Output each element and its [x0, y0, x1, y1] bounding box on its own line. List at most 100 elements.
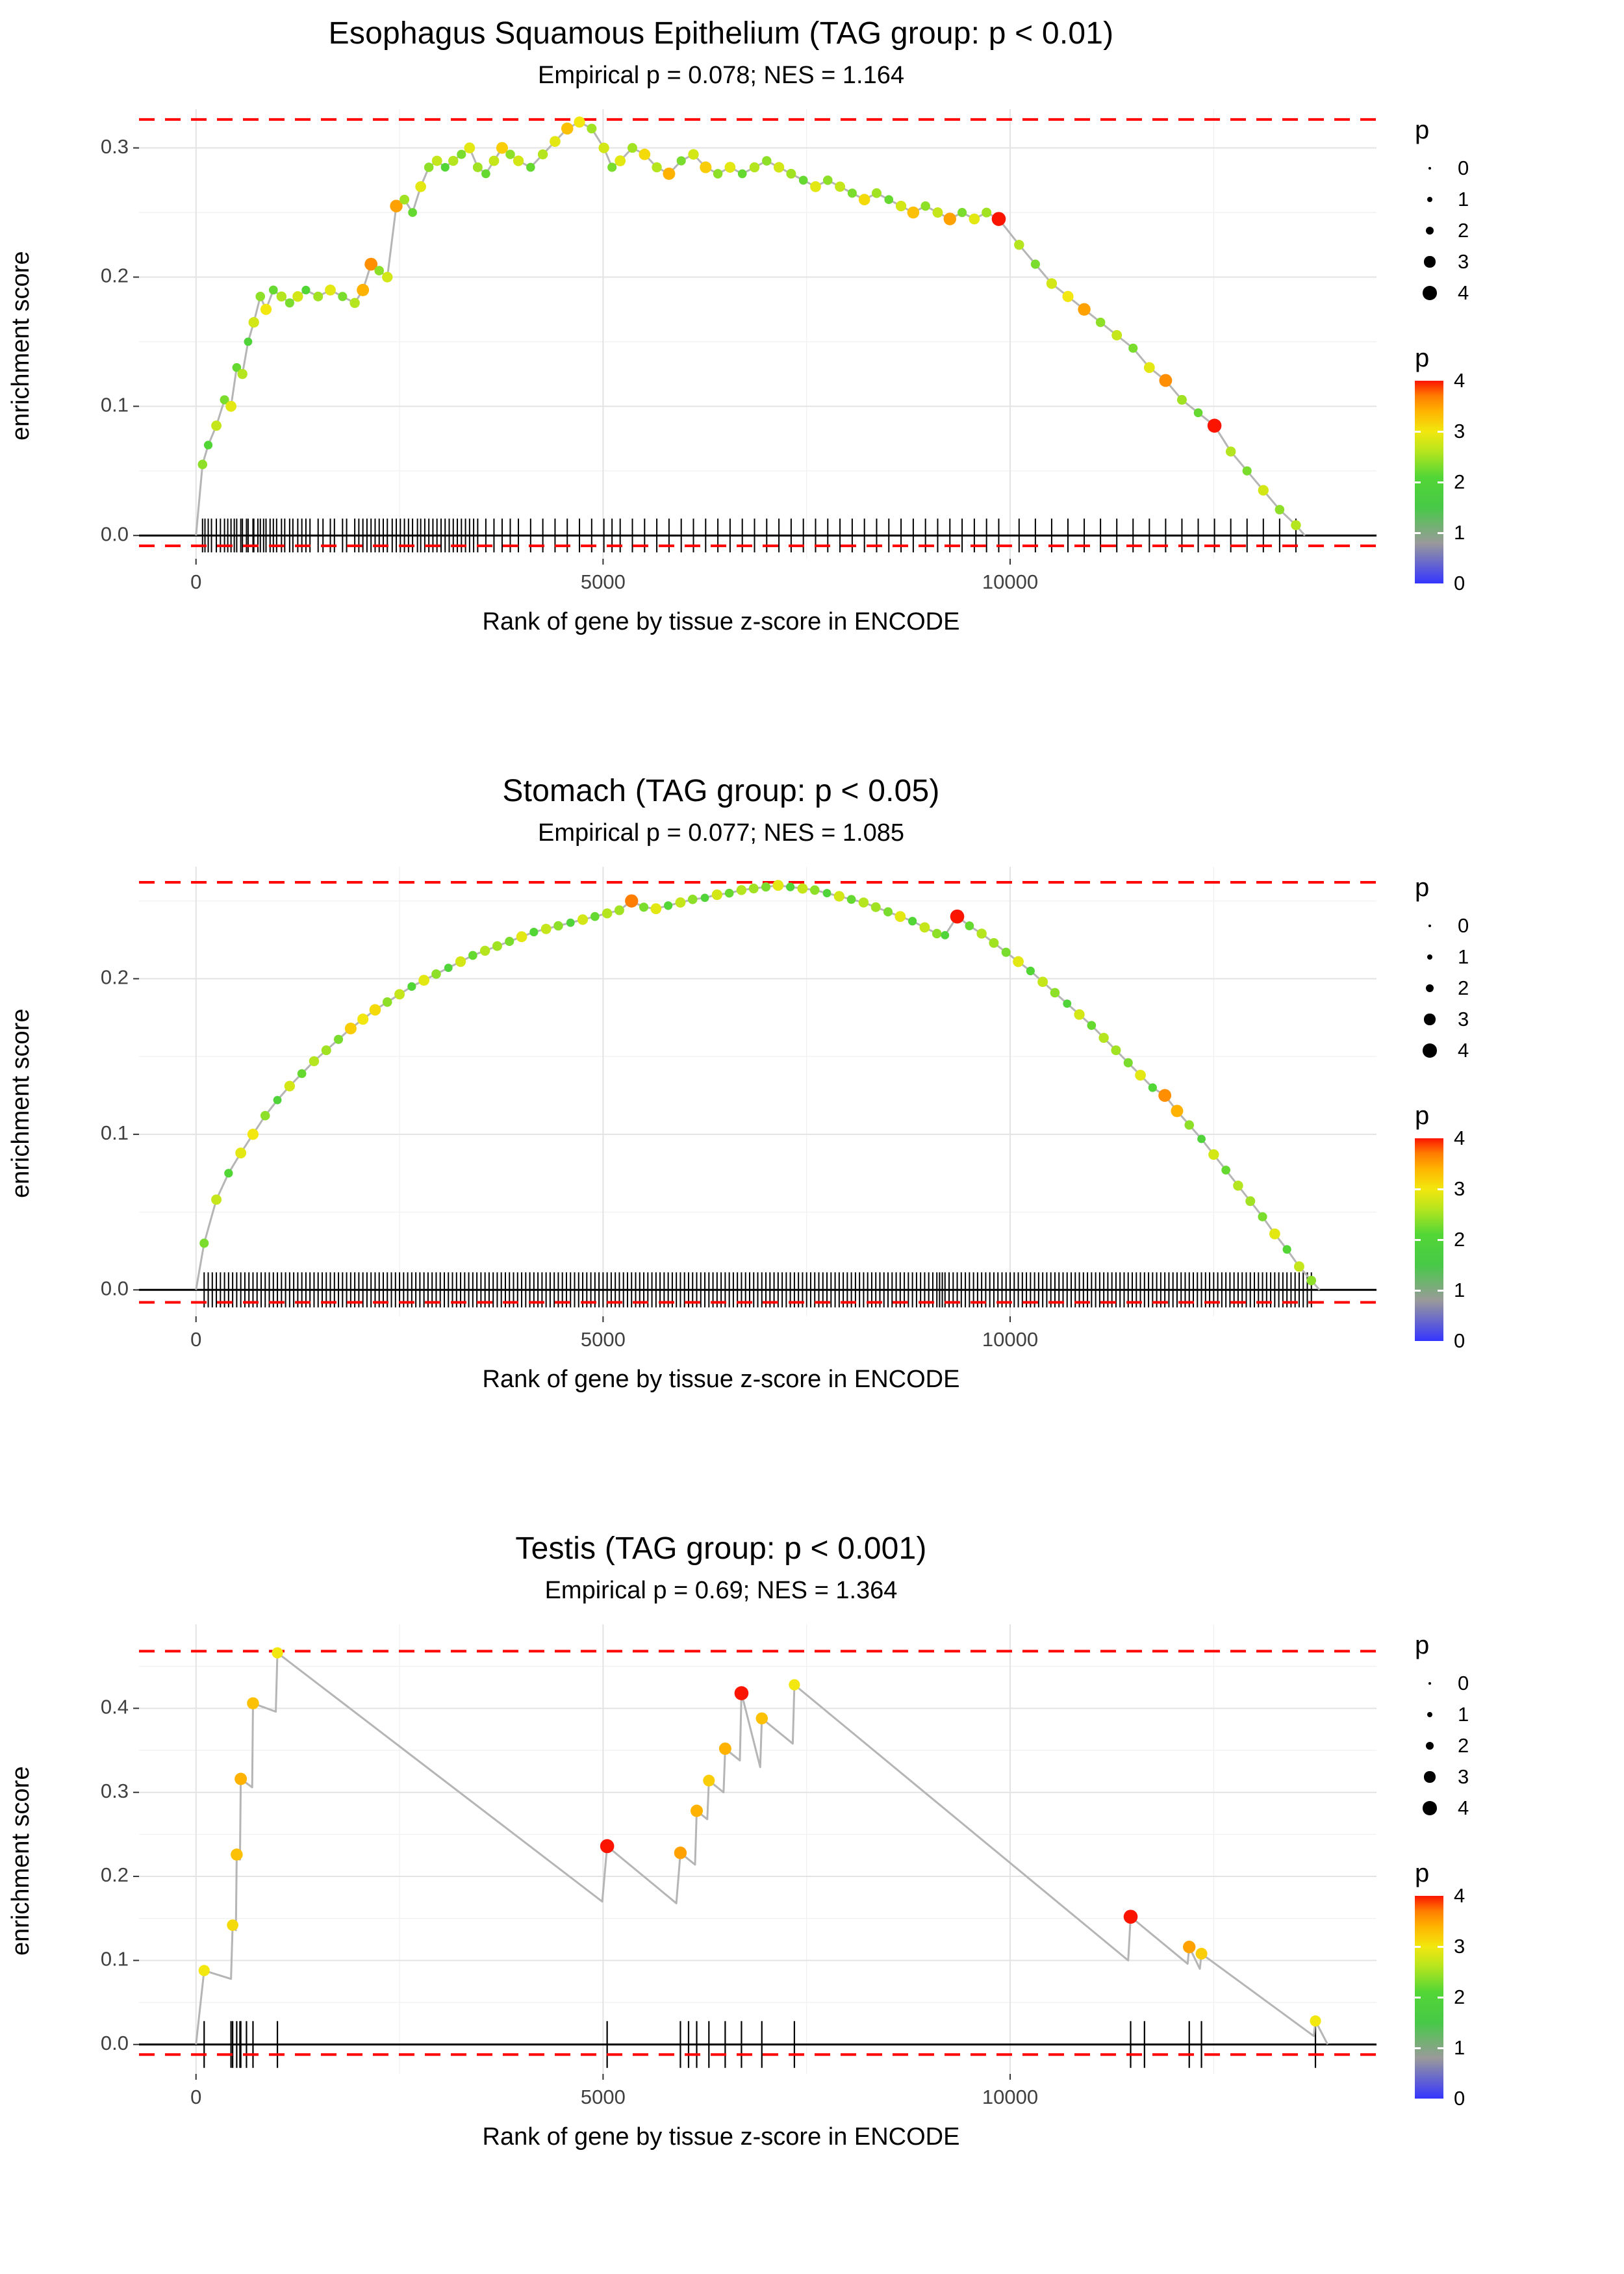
gene-dot	[481, 169, 490, 179]
gene-dot	[235, 1772, 247, 1785]
gene-dot	[566, 918, 575, 927]
y-tick-label: 0.1	[101, 1121, 129, 1144]
x-tick-label: 10000	[982, 1328, 1038, 1351]
gene-dot	[1306, 1275, 1317, 1286]
size-legend-items: 0 1 2 3 4	[1415, 153, 1579, 309]
size-legend-dot-icon	[1424, 1014, 1436, 1025]
gene-dot	[786, 882, 795, 891]
size-legend-item: 2	[1415, 1730, 1579, 1761]
gene-dot	[247, 1697, 259, 1709]
y-axis-title: enrichment score	[7, 1008, 34, 1198]
gene-dot	[577, 914, 589, 925]
gene-dot	[1207, 418, 1222, 433]
colorbar-tick	[1415, 1290, 1421, 1292]
title-block: Testis (TAG group: p < 0.001) Empirical …	[0, 1531, 1442, 1605]
gridlines	[139, 867, 1377, 1316]
title-block: Esophagus Squamous Epithelium (TAG group…	[0, 16, 1442, 90]
gene-dot	[1128, 343, 1138, 353]
gene-dot	[943, 212, 956, 225]
gene-dot	[1184, 1120, 1195, 1130]
axes: 0.0 0.1 0.2 0.3 0 5000 10000	[101, 135, 1038, 593]
color-legend-title: p	[1415, 1859, 1430, 1887]
colorbar-label: 3	[1454, 1177, 1465, 1200]
gene-dot	[369, 1004, 381, 1016]
plot-svg-2: 0.0 0.1 0.2 0.3 0.4 0 5000 10000	[101, 1624, 1377, 2108]
gene-dot	[349, 298, 360, 308]
gene-dot	[1208, 1149, 1219, 1160]
gene-dot	[755, 1712, 768, 1725]
colorbar-label: 2	[1454, 470, 1465, 493]
gene-dot	[247, 1129, 259, 1140]
legend-column: p 0 1 2 3 4 p 4 3 2 1 0	[1406, 99, 1579, 606]
gene-dot	[810, 181, 821, 192]
y-tick-label: 0.1	[101, 394, 129, 416]
gene-dot	[1293, 1261, 1304, 1272]
gridlines	[139, 1624, 1377, 2074]
colorbar-tick	[1438, 481, 1443, 483]
gene-dot	[1026, 966, 1035, 976]
gene-dot	[220, 395, 229, 405]
panel-esophagus: Esophagus Squamous Epithelium (TAG group…	[0, 0, 1624, 758]
gene-dot	[199, 1238, 209, 1248]
size-legend-dot-icon	[1424, 1771, 1436, 1783]
size-legend-dot-icon	[1425, 1741, 1434, 1750]
gene-dot	[505, 936, 514, 946]
gene-dot	[958, 208, 967, 218]
panel-stomach: Stomach (TAG group: p < 0.05) Empirical …	[0, 758, 1624, 1515]
gene-dot	[344, 1022, 357, 1035]
color-legend-title: p	[1415, 344, 1430, 372]
gene-dot	[932, 928, 942, 939]
gene-dot	[639, 902, 649, 912]
gene-dot	[1245, 1196, 1256, 1207]
size-legend-dot-wrap	[1415, 911, 1445, 941]
chart-title: Stomach (TAG group: p < 0.05)	[502, 774, 940, 808]
size-legend-dot-wrap	[1415, 973, 1445, 1003]
plot-row: enrichment score 0.0 0.1 0.2 0.3 0.4 0 5000 100…	[0, 1614, 1624, 2121]
colorbar-tick	[1438, 2047, 1443, 2049]
colorbar-tick	[1415, 481, 1421, 483]
gene-dot	[561, 122, 574, 135]
gene-dot	[663, 167, 676, 180]
colorbar-label: 2	[1454, 1228, 1465, 1251]
gene-dot	[737, 169, 747, 179]
size-legend-label: 4	[1458, 1796, 1469, 1819]
gene-dot	[224, 1169, 233, 1178]
gene-dot	[1046, 278, 1058, 289]
gene-dot	[590, 912, 600, 921]
gene-dot	[1221, 1166, 1230, 1175]
gene-dot	[713, 169, 723, 179]
size-legend-label: 0	[1458, 157, 1469, 179]
gene-dot	[797, 883, 808, 894]
gene-dot	[479, 945, 490, 956]
colorbar: 4 3 2 1 0	[1415, 1127, 1579, 1352]
color-legend: p 4 3 2 1 0	[1415, 1859, 1579, 2110]
gene-dot	[516, 931, 527, 943]
colorbar-label: 1	[1454, 1279, 1465, 1301]
size-legend-item: 4	[1415, 1793, 1579, 1824]
gene-dots	[199, 880, 1317, 1286]
gene-dot	[1159, 374, 1173, 387]
size-legend-title: p	[1415, 116, 1430, 144]
axes: 0.0 0.1 0.2 0.3 0.4 0 5000 10000	[101, 1696, 1038, 2108]
x-tick-label: 10000	[982, 570, 1038, 593]
gene-dot	[526, 162, 535, 172]
colorbar-tick	[1438, 1239, 1443, 1241]
gene-dot	[823, 175, 833, 185]
y-tick-label: 0.4	[101, 1696, 129, 1718]
gene-dot	[255, 292, 266, 301]
gene-dot	[1095, 317, 1106, 327]
size-legend-dot-wrap	[1415, 153, 1445, 183]
gene-dot	[237, 368, 247, 379]
gene-dot	[639, 148, 651, 160]
gene-dot	[762, 156, 772, 166]
gene-dot	[268, 285, 278, 295]
gene-dot	[553, 921, 563, 931]
colorbar-tick	[1415, 1239, 1421, 1241]
y-tick-label: 0.2	[101, 264, 129, 287]
x-axis-title: Rank of gene by tissue z-score in ENCODE	[482, 2123, 960, 2151]
enrichment-curve	[195, 884, 1321, 1291]
gene-dot	[920, 201, 930, 211]
gene-dot	[883, 907, 893, 917]
size-legend-item: 3	[1415, 1761, 1579, 1793]
size-legend-label: 0	[1458, 1672, 1469, 1694]
